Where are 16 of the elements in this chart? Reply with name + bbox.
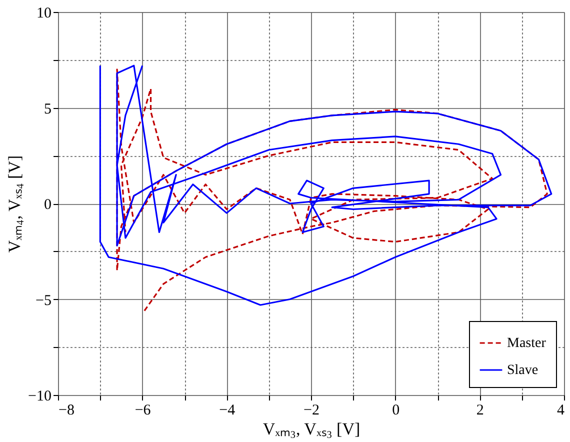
y-tick-label: 10: [36, 6, 52, 22]
y-tick-label: 5: [44, 101, 52, 118]
legend-label: Master: [507, 336, 546, 351]
legend-label: Slave: [507, 363, 538, 378]
y-tick-label: −10: [28, 388, 52, 404]
x-tick-label: 2: [476, 402, 484, 418]
x-tick-label: −4: [219, 402, 236, 418]
x-tick-label: −6: [134, 402, 152, 418]
y-tick-label: −5: [36, 292, 52, 309]
x-axis-title: Vₓₘ₃, Vₓₛ₃ [V]: [262, 420, 360, 438]
x-tick-label: 4: [557, 402, 565, 418]
y-tick-label: 0: [44, 197, 52, 213]
x-tick-label: −8: [58, 402, 74, 418]
x-tick-label: −2: [304, 402, 320, 418]
y-axis-title: Vₓₘ₄, Vₓₛ₄ [V]: [5, 155, 24, 253]
x-tick-label: 0: [392, 402, 400, 418]
